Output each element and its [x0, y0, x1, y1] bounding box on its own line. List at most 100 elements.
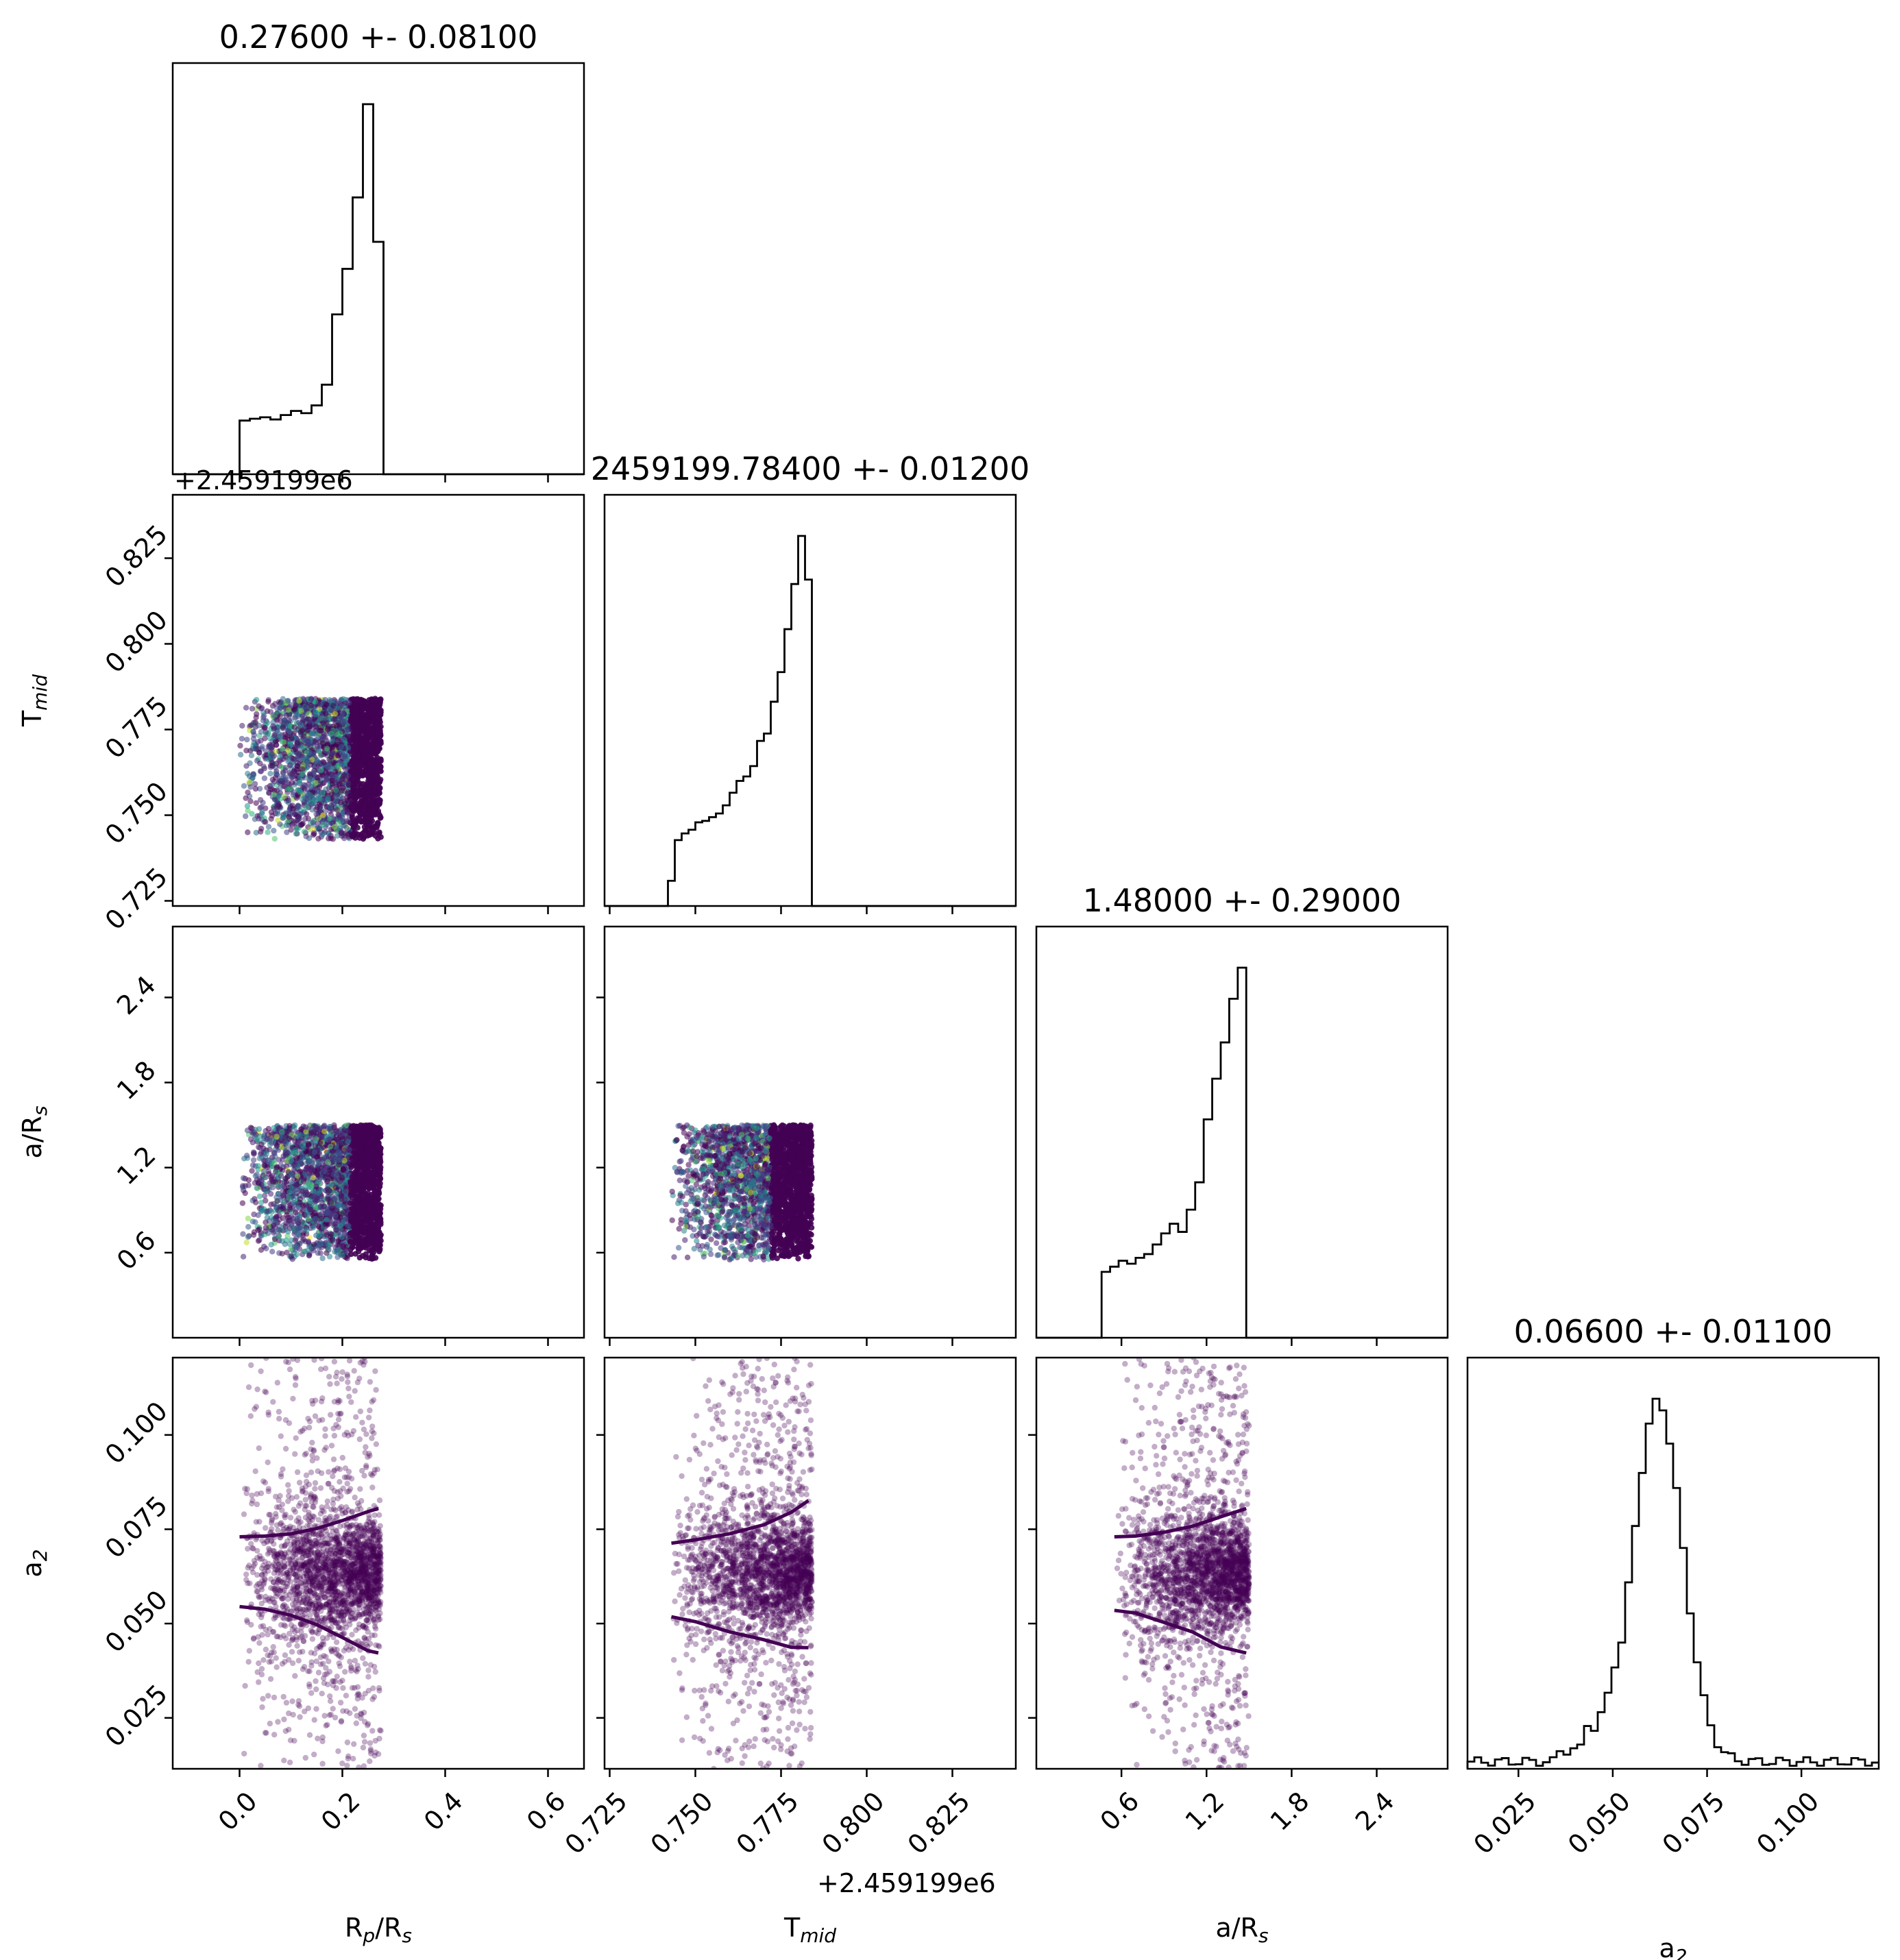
sample-point [333, 798, 339, 804]
sample-point [256, 749, 263, 756]
sample-point [247, 748, 254, 754]
sample-point [332, 711, 339, 717]
scatter-panel-rp-tmid [171, 493, 585, 907]
sample-point [271, 712, 277, 718]
sample-point [345, 745, 352, 751]
sample-point [338, 744, 345, 750]
sample-point [298, 822, 304, 829]
sample-point [311, 795, 317, 801]
sample-point [262, 1228, 269, 1234]
sample-point [307, 776, 314, 783]
sample-point [330, 717, 337, 723]
sample-point [339, 761, 345, 768]
sample-point [253, 714, 259, 721]
sample-point [325, 794, 331, 801]
sample-point [295, 803, 301, 809]
sample-point [252, 719, 258, 726]
sample-point [277, 785, 283, 792]
sample-point [368, 725, 374, 732]
sample-point [237, 752, 244, 758]
sample-point [342, 804, 348, 811]
sample-point [265, 824, 272, 830]
sample-point [329, 778, 335, 784]
sample-point [258, 728, 265, 735]
sample-point [293, 1155, 300, 1162]
sample-point [304, 796, 310, 803]
sample-point [256, 703, 262, 709]
sample-point [273, 742, 280, 748]
sample-point [285, 698, 291, 704]
sample-point [306, 723, 313, 730]
sample-point [346, 1160, 352, 1167]
sample-point [345, 782, 352, 788]
sample-point [354, 775, 360, 782]
sample-point [345, 772, 352, 779]
sample-point [243, 1239, 249, 1246]
sample-point [316, 784, 323, 790]
sample-point [263, 1174, 269, 1181]
sample-point [323, 786, 329, 792]
sample-point [283, 1220, 289, 1226]
sample-point [302, 1192, 308, 1198]
sample-point [317, 706, 323, 712]
sample-point [277, 734, 283, 741]
sample-point [320, 812, 326, 818]
sample-point [308, 800, 315, 807]
sample-point [377, 709, 384, 715]
sample-point [367, 733, 374, 739]
sample-point [374, 755, 380, 761]
sample-point [316, 1233, 322, 1239]
sample-point [291, 1166, 297, 1173]
sample-point [269, 1209, 275, 1215]
sample-point [315, 835, 321, 842]
sample-point [239, 735, 245, 742]
sample-point [252, 785, 259, 792]
sample-point [249, 705, 256, 712]
sample-point [320, 822, 327, 828]
sample-point [299, 727, 305, 734]
sample-point [313, 711, 319, 718]
sample-point [293, 744, 299, 751]
sample-point [358, 723, 365, 730]
sample-point [339, 1182, 345, 1189]
sample-point [330, 759, 337, 766]
sample-point [271, 835, 278, 842]
sample-point [280, 696, 286, 702]
sample-point [319, 1144, 326, 1151]
sample-point [269, 782, 275, 788]
sample-point [363, 794, 370, 800]
sample-point [287, 1204, 293, 1211]
sample-point [295, 816, 301, 823]
sample-point [262, 735, 268, 742]
sample-point [308, 1201, 315, 1208]
sample-point [334, 722, 341, 729]
sample-point [345, 819, 352, 825]
hist-steps [173, 103, 584, 476]
sample-point [348, 1239, 354, 1245]
sample-point [296, 720, 302, 726]
sample-point [356, 816, 363, 822]
sample-point [271, 827, 277, 834]
sample-point [315, 1250, 321, 1256]
sample-point [299, 771, 306, 777]
sample-point [300, 744, 306, 750]
sample-point [260, 1168, 267, 1175]
sample-point [268, 816, 274, 822]
sample-point [304, 728, 310, 734]
sample-point [365, 700, 371, 706]
hist-panel-tmid [603, 493, 1017, 907]
sample-point [354, 770, 360, 776]
hist-frame [1035, 925, 1449, 1339]
sample-point [285, 797, 291, 804]
sample-point [255, 1163, 261, 1169]
sample-point [350, 765, 356, 772]
sample-point [290, 755, 296, 762]
sample-point [286, 718, 292, 724]
sample-point [370, 793, 376, 799]
sample-point [296, 779, 303, 785]
sample-point [369, 1214, 376, 1221]
sample-point [258, 1150, 265, 1156]
sample-point [319, 740, 326, 746]
sample-point [256, 1155, 263, 1162]
sample-point [378, 776, 384, 783]
